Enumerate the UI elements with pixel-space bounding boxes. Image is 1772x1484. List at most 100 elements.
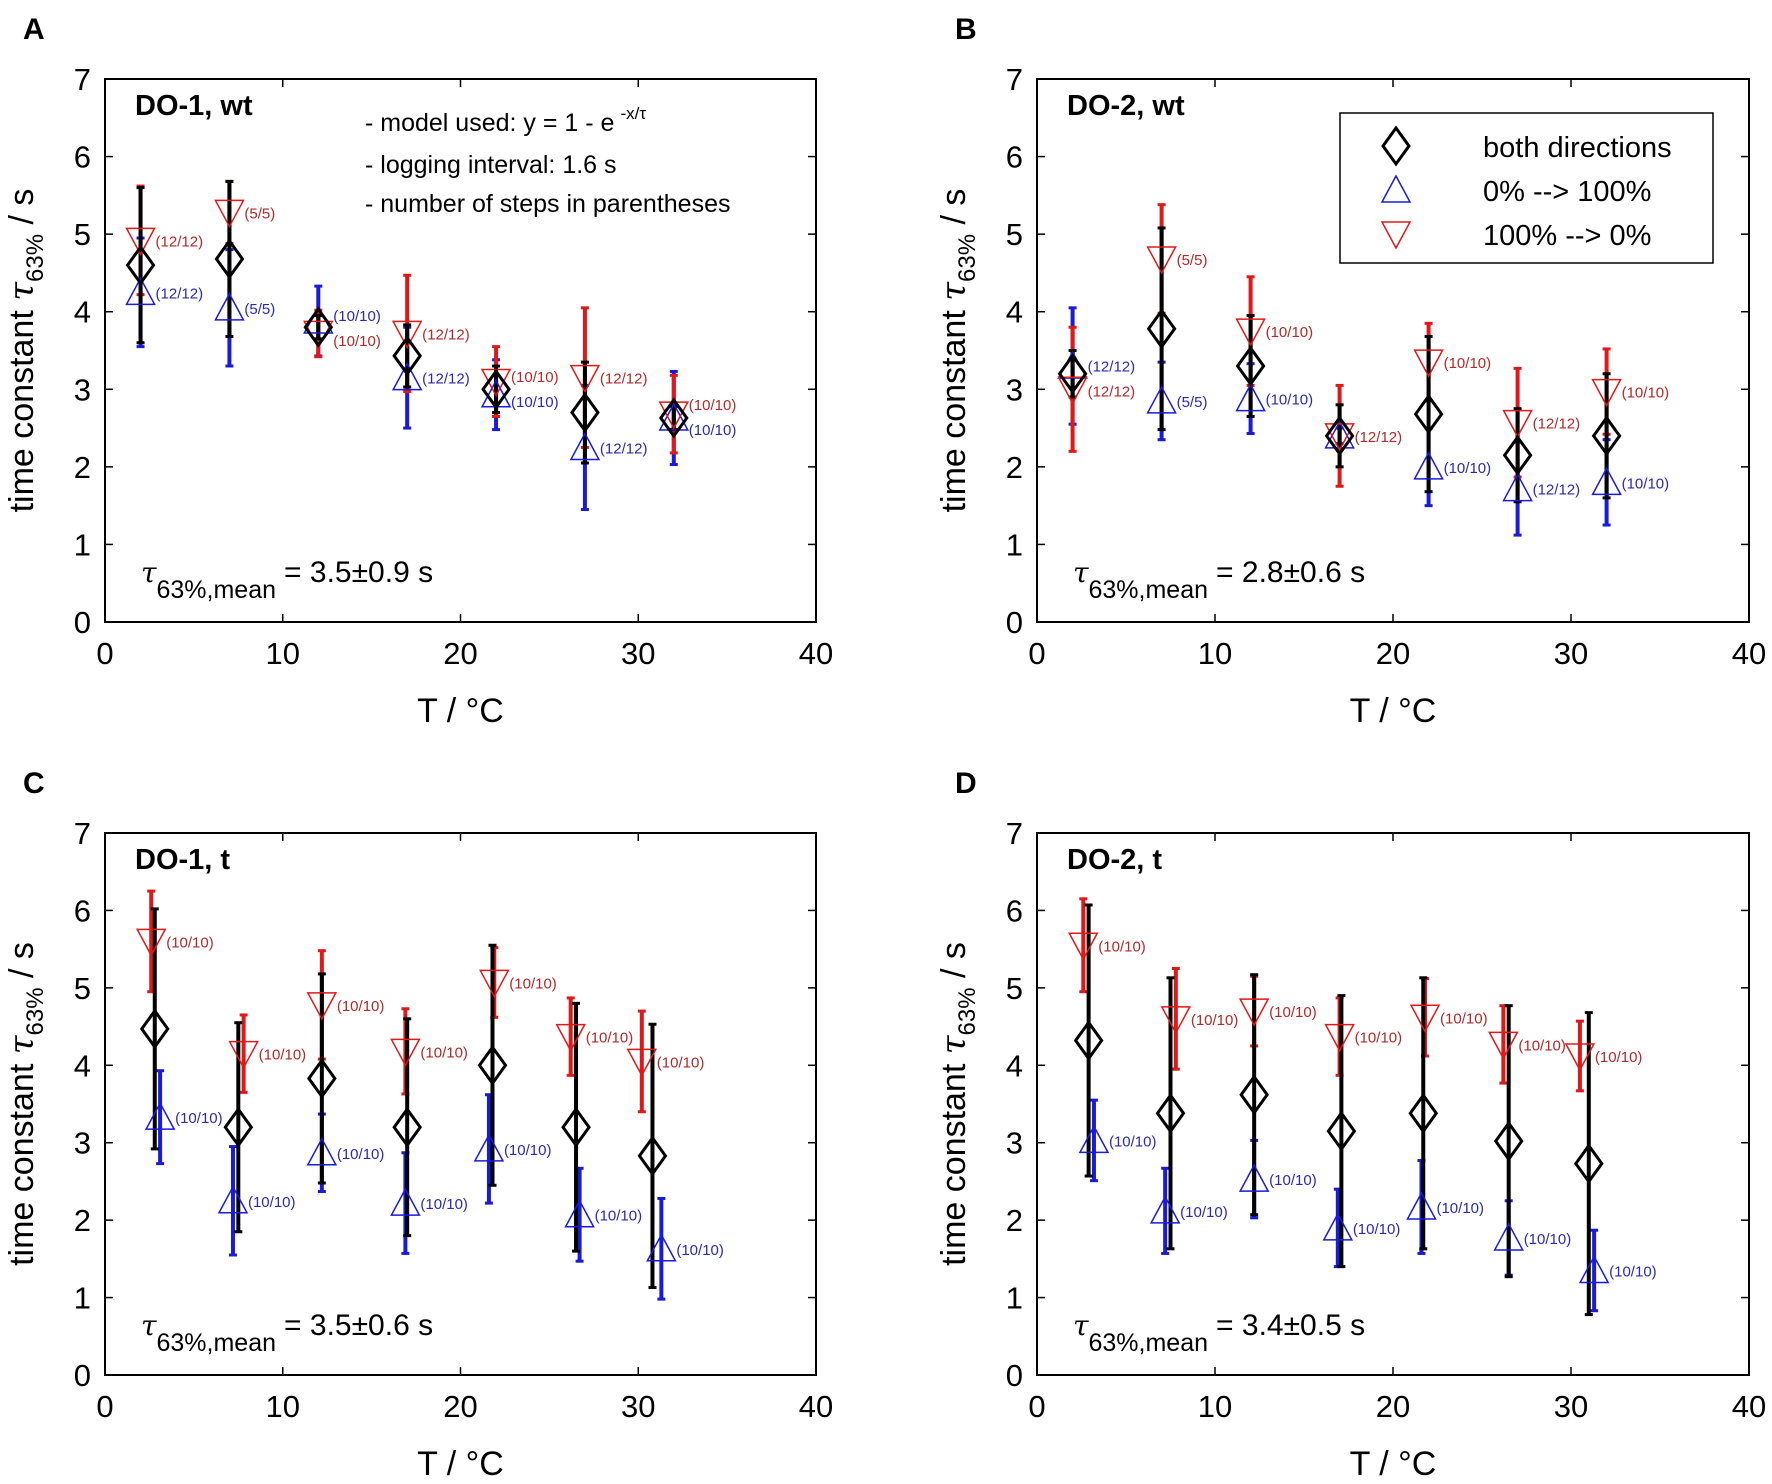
- step-count-label: (10/10): [1609, 1263, 1657, 1280]
- triangle-up-marker: [473, 1133, 505, 1162]
- y-tick-label: 0: [74, 1358, 91, 1393]
- y-tick-label: 7: [74, 62, 91, 97]
- triangle-up-marker: [1502, 472, 1533, 502]
- triangle-down-marker: [1235, 318, 1266, 347]
- mean-symbol: τ: [1073, 1309, 1089, 1342]
- diamond-marker: [1235, 345, 1266, 387]
- y-axis-label-symbol: τ: [2, 1034, 42, 1054]
- y-axis-label: time constant τ63% / s: [2, 942, 49, 1266]
- x-tick-label: 40: [799, 636, 833, 671]
- step-count-label: (5/5): [244, 301, 275, 318]
- series-markers-triangle-down: (12/12) (5/5) (10/10) (12/12) (10/10) (12/12)…: [125, 199, 737, 430]
- diamond-marker: [561, 1106, 591, 1148]
- step-count-label: (10/10): [259, 1047, 307, 1064]
- x-axis-label: T / °C: [417, 692, 504, 730]
- diamond-marker: [307, 1057, 337, 1100]
- note-logging: - logging interval: 1.6 s: [365, 151, 617, 179]
- x-tick-label: 30: [621, 636, 655, 671]
- triangle-up-marker: [1324, 420, 1355, 449]
- y-tick-label: 0: [1006, 1358, 1023, 1393]
- panel-letter: C: [23, 767, 45, 800]
- y-tick-label: 3: [74, 1126, 91, 1161]
- diamond-marker: [1408, 1092, 1439, 1134]
- step-count-label: (12/12): [600, 440, 648, 457]
- triangle-down-marker: [569, 364, 601, 394]
- y-tick-label: 6: [1006, 893, 1023, 928]
- y-axis-label-symbol: τ: [2, 281, 42, 301]
- step-count-label: (12/12): [156, 233, 204, 250]
- step-count-label: (10/10): [1098, 938, 1146, 955]
- triangle-down-marker: [1057, 376, 1088, 405]
- step-count-label: (10/10): [1524, 1231, 1572, 1248]
- step-count-label: (10/10): [504, 1142, 552, 1159]
- mean-label: τ63%,mean= 2.8±0.6 s: [1073, 556, 1365, 604]
- step-count-label: (10/10): [1595, 1049, 1643, 1066]
- step-count-label: (12/12): [1355, 429, 1403, 446]
- step-count-label: (12/12): [422, 326, 470, 343]
- series-markers-triangle-down: (10/10) (10/10) (10/10) (10/10) (10/10) (10/1…: [135, 928, 704, 1077]
- step-count-label: (10/10): [337, 1146, 385, 1163]
- panel-title: DO-1, t: [135, 844, 230, 876]
- diamond-marker: [1381, 125, 1411, 167]
- y-tick-label: 5: [1006, 971, 1023, 1006]
- diamond-marker: [1493, 1120, 1524, 1162]
- step-count-label: (5/5): [1177, 252, 1208, 269]
- note-model-exponent: -x/τ: [620, 104, 646, 123]
- step-count-label: (10/10): [337, 998, 385, 1015]
- panel-title: DO-2, t: [1067, 844, 1162, 876]
- step-count-label: (10/10): [333, 333, 381, 350]
- step-count-label: (10/10): [333, 308, 381, 325]
- triangle-down-marker: [391, 320, 423, 350]
- series-triangle-up: [1089, 1098, 1599, 1313]
- triangle-down-marker: [1068, 932, 1099, 961]
- triangle-down-marker: [1146, 246, 1177, 275]
- diamond-marker: [570, 391, 600, 434]
- triangle-down-marker: [214, 199, 245, 229]
- y-tick-label: 3: [1006, 1126, 1023, 1161]
- triangle-down-marker: [306, 992, 338, 1021]
- y-tick-label: 0: [1006, 605, 1023, 640]
- diamond-marker: [1591, 415, 1622, 457]
- y-axis-label-unit: / s: [935, 942, 973, 987]
- step-count-label: (10/10): [689, 397, 737, 414]
- x-tick-label: 30: [621, 1389, 655, 1424]
- diamond-marker: [1057, 353, 1088, 395]
- mean-value: = 3.5±0.6 s: [284, 1309, 433, 1342]
- triangle-up-marker: [217, 1185, 249, 1214]
- triangle-up-marker: [1322, 1212, 1354, 1241]
- mean-symbol: τ: [141, 1309, 157, 1342]
- y-tick-label: 4: [1006, 1048, 1023, 1083]
- x-tick-label: 10: [1198, 1389, 1232, 1424]
- y-axis-label-unit: / s: [3, 942, 41, 987]
- diamond-marker: [1413, 393, 1444, 435]
- y-axis-label-symbol: τ: [934, 1034, 974, 1054]
- triangle-up-marker: [1406, 1191, 1437, 1220]
- diamond-marker: [392, 1106, 423, 1148]
- triangle-up-marker: [658, 402, 690, 431]
- x-tick-label: 30: [1554, 1389, 1588, 1424]
- series-markers-triangle-up: (12/12) (5/5) (10/10) (12/12) (10/10) (12/12)…: [125, 276, 736, 461]
- plot-frame: [1036, 832, 1750, 1376]
- step-count-label: (12/12): [156, 285, 204, 302]
- step-count-label: (10/10): [1109, 1133, 1157, 1150]
- triangle-up-marker: [1235, 383, 1266, 412]
- triangle-down-marker: [1488, 1031, 1519, 1060]
- legend-entry: both directions: [1483, 132, 1672, 164]
- triangle-up-marker: [1149, 1195, 1181, 1224]
- step-count-label: (10/10): [420, 1196, 468, 1213]
- diamond-marker: [658, 397, 689, 439]
- step-count-label: (10/10): [1269, 1172, 1317, 1189]
- mean-subscript: 63%,mean: [157, 1329, 277, 1357]
- step-count-label: (12/12): [1533, 482, 1581, 499]
- y-tick-label: 1: [1006, 527, 1023, 562]
- step-count-label: (10/10): [1622, 475, 1670, 492]
- y-axis-label-sub: 63%: [954, 987, 981, 1035]
- triangle-down-marker: [135, 928, 167, 957]
- triangle-up-marker: [214, 292, 245, 321]
- series-markers-diamond: [1073, 1019, 1604, 1185]
- triangle-down-marker: [390, 1038, 421, 1067]
- step-count-label: (10/10): [1518, 1037, 1566, 1054]
- triangle-down-marker: [1324, 423, 1355, 452]
- x-tick-label: 20: [1376, 636, 1410, 671]
- x-axis-label: T / °C: [1350, 692, 1437, 730]
